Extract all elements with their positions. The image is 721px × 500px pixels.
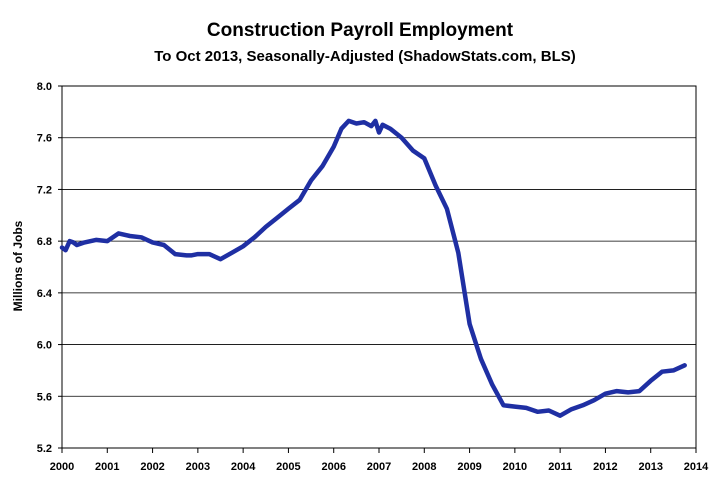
y-tick-label: 8.0: [37, 81, 52, 93]
chart-title: Construction Payroll Employment: [207, 20, 514, 41]
x-tick-label: 2006: [321, 461, 345, 473]
x-tick-label: 2002: [140, 461, 164, 473]
x-tick-label: 2013: [638, 461, 662, 473]
y-tick-label: 6.4: [37, 288, 53, 300]
x-tick-label: 2004: [231, 461, 256, 473]
y-tick-label: 6.0: [37, 340, 52, 352]
x-tick-label: 2001: [95, 461, 119, 473]
x-tick-label: 2010: [503, 461, 527, 473]
x-tick-label: 2005: [276, 461, 300, 473]
x-tick-label: 2000: [50, 461, 74, 473]
y-tick-label: 6.8: [37, 236, 52, 248]
x-tick-label: 2012: [593, 461, 617, 473]
x-tick-label: 2014: [684, 461, 709, 473]
y-tick-label: 5.6: [37, 391, 52, 403]
x-tick-label: 2007: [367, 461, 391, 473]
y-axis-label: Millions of Jobs: [11, 220, 25, 311]
series-line: [59, 118, 687, 418]
x-tick-label: 2008: [412, 461, 436, 473]
x-tick-label: 2009: [457, 461, 481, 473]
y-tick-label: 7.6: [37, 133, 52, 145]
y-tick-label: 7.2: [37, 184, 52, 196]
y-tick-label: 5.2: [37, 443, 52, 455]
x-tick-label: 2011: [548, 461, 572, 473]
x-tick-label: 2003: [186, 461, 210, 473]
chart-subtitle: To Oct 2013, Seasonally-Adjusted (Shadow…: [154, 48, 575, 65]
